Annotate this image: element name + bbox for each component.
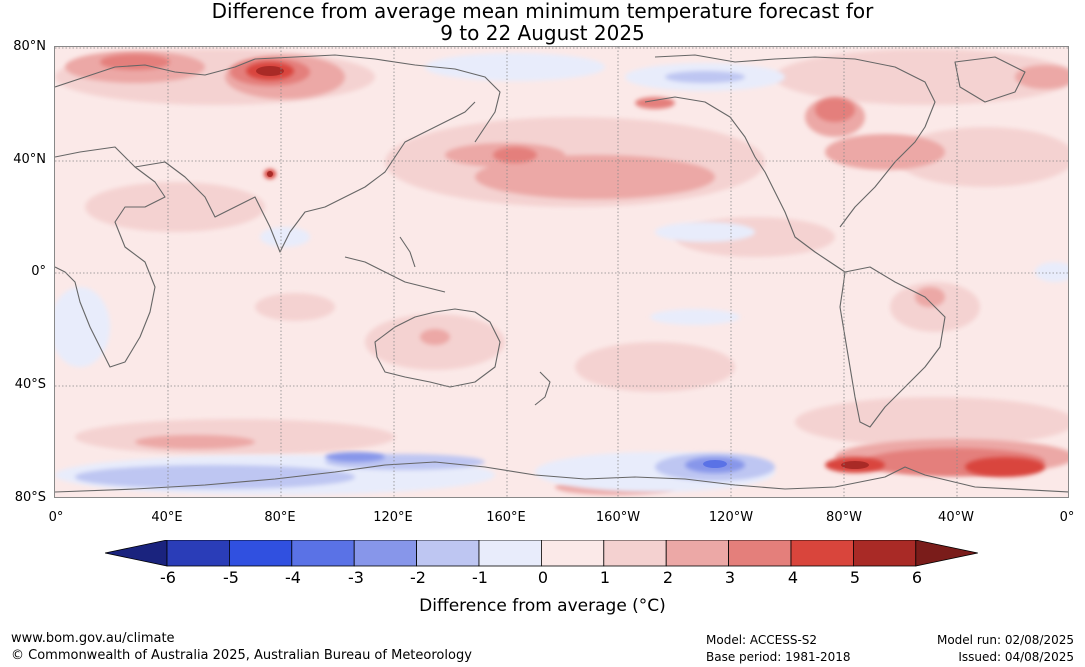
colorbar-tick: 6 xyxy=(911,568,923,587)
colorbar-tick: -4 xyxy=(285,568,301,587)
lat-label-equator: 0° xyxy=(31,264,46,279)
lon-label-40e: 40°E xyxy=(151,510,183,525)
lat-label-40s: 40°S xyxy=(14,377,46,392)
lat-label-80s: 80°S xyxy=(14,490,46,505)
footer-issued: Issued: 04/08/2025 xyxy=(958,650,1074,664)
colorbar-segment xyxy=(728,540,792,567)
lon-label-0-right: 0° xyxy=(1059,510,1075,525)
colorbar xyxy=(105,540,978,567)
colorbar-segment xyxy=(229,540,293,567)
map-title-line-2: 9 to 22 August 2025 xyxy=(440,21,645,45)
footer-url: www.bom.gov.au/climate xyxy=(11,631,175,646)
colorbar-tick: -1 xyxy=(472,568,488,587)
footer-model-run: Model run: 02/08/2025 xyxy=(936,633,1074,647)
colorbar-tick: 2 xyxy=(662,568,674,587)
map-canvas xyxy=(55,47,1068,497)
colorbar-segment xyxy=(790,540,854,567)
colorbar-segment xyxy=(853,540,917,567)
colorbar-tick: -2 xyxy=(410,568,426,587)
footer-base-period: Base period: 1981-2018 xyxy=(706,650,851,664)
footer-model: Model: ACCESS-S2 xyxy=(706,633,818,647)
colorbar-tick: -6 xyxy=(160,568,176,587)
lon-label-120e: 120°E xyxy=(373,510,413,525)
colorbar-extend-high xyxy=(915,540,978,567)
colorbar-segment xyxy=(291,540,355,567)
footer-copyright: © Commonwealth of Australia 2025, Austra… xyxy=(11,648,472,663)
colorbar-segment xyxy=(603,540,667,567)
colorbar-tick: 4 xyxy=(787,568,799,587)
colorbar-extend-low xyxy=(105,540,168,567)
colorbar-segment xyxy=(665,540,730,567)
colorbar-tick: 3 xyxy=(724,568,736,587)
colorbar-tick: -5 xyxy=(223,568,239,587)
lon-label-0: 0° xyxy=(48,510,64,525)
lat-label-40n: 40°N xyxy=(13,152,46,167)
forecast-map xyxy=(54,46,1069,498)
colorbar-segment xyxy=(478,540,542,567)
colorbar-segment xyxy=(353,540,417,567)
lat-label-80n: 80°N xyxy=(13,39,46,54)
colorbar-segment xyxy=(166,540,230,567)
colorbar-tick: 1 xyxy=(599,568,611,587)
colorbar-tick: 0 xyxy=(537,568,549,587)
lon-label-160e: 160°E xyxy=(486,510,526,525)
colorbar-segment xyxy=(416,540,480,567)
lon-label-80e: 80°E xyxy=(264,510,296,525)
map-title-line-1: Difference from average mean minimum tem… xyxy=(211,0,874,23)
lon-label-40w: 40°W xyxy=(938,510,974,525)
lon-label-120w: 120°W xyxy=(708,510,754,525)
lon-label-160w: 160°W xyxy=(595,510,641,525)
lon-label-80w: 80°W xyxy=(826,510,862,525)
colorbar-tick: 5 xyxy=(849,568,861,587)
colorbar-segment xyxy=(540,540,605,567)
colorbar-label: Difference from average (°C) xyxy=(419,596,666,616)
colorbar-tick: -3 xyxy=(348,568,364,587)
